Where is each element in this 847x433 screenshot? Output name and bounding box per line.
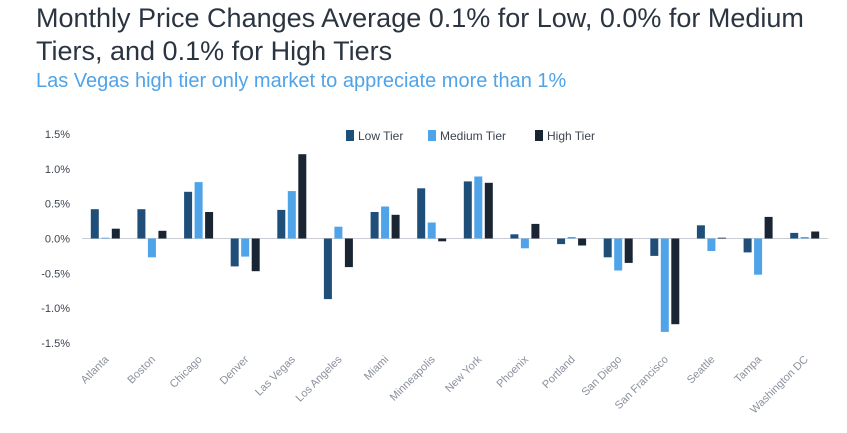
legend-swatch: [428, 130, 436, 141]
bar-medium-tier: [520, 238, 529, 249]
bar-medium-tier: [660, 238, 669, 332]
y-tick-label: 1.0%: [45, 164, 70, 176]
x-tick-label: San Diego: [579, 354, 624, 399]
y-tick-label: 1.5%: [45, 129, 70, 141]
x-tick-label: Las Vegas: [253, 353, 298, 398]
bar-low-tier: [230, 238, 239, 267]
y-axis: 1.5% 1.0% 0.5% 0.0% -0.5% -1.0% -1.5%: [41, 129, 70, 350]
x-tick-label: Boston: [125, 354, 158, 387]
legend: Low Tier Medium Tier High Tier: [346, 129, 595, 143]
bar-high-tier: [764, 216, 773, 239]
x-tick-label: Seattle: [685, 354, 718, 387]
x-tick-label: Denver: [218, 353, 252, 387]
y-tick-label: -0.5%: [41, 268, 70, 280]
bar-low-tier: [603, 238, 612, 258]
bar-low-tier: [137, 209, 146, 239]
bar-low-tier: [370, 212, 379, 239]
bar-low-tier: [650, 238, 659, 256]
y-tick-label: -1.5%: [41, 338, 70, 350]
bar-high-tier: [717, 237, 726, 239]
y-tick-label: 0.0%: [45, 234, 70, 246]
chart-subtitle: Las Vegas high tier only market to appre…: [36, 70, 567, 92]
bar-low-tier: [90, 209, 99, 239]
bar-low-tier: [323, 238, 332, 300]
x-tick-label: Tampa: [732, 353, 764, 385]
bar-low-tier: [184, 191, 193, 239]
bar-low-tier: [417, 188, 426, 239]
bar-high-tier: [344, 238, 353, 268]
bar-high-tier: [251, 238, 260, 272]
bar-high-tier: [298, 154, 307, 239]
legend-label: Medium Tier: [440, 129, 506, 143]
bars: [90, 154, 820, 332]
bar-high-tier: [531, 223, 540, 239]
bar-high-tier: [578, 238, 587, 246]
bar-high-tier: [484, 182, 493, 239]
bar-medium-tier: [567, 237, 576, 239]
bar-low-tier: [463, 181, 472, 239]
legend-label: High Tier: [547, 129, 595, 143]
bar-medium-tier: [474, 176, 483, 239]
bar-medium-tier: [614, 238, 623, 271]
bar-medium-tier: [287, 191, 296, 239]
x-tick-label: Miami: [362, 354, 391, 383]
legend-label: Low Tier: [358, 129, 403, 143]
bar-low-tier: [277, 209, 286, 239]
bar-medium-tier: [334, 226, 343, 239]
bar-low-tier: [790, 232, 799, 239]
x-tick-label: Los Angeles: [294, 353, 345, 404]
bar-low-tier: [743, 238, 752, 253]
legend-swatch: [346, 130, 354, 141]
bar-medium-tier: [194, 182, 203, 239]
bar-high-tier: [624, 238, 633, 263]
legend-swatch: [535, 130, 543, 141]
bar-medium-tier: [147, 238, 156, 258]
bar-high-tier: [811, 231, 820, 239]
bar-medium-tier: [707, 238, 716, 251]
y-tick-label: 0.5%: [45, 199, 70, 211]
bar-low-tier: [510, 234, 519, 239]
x-tick-label: Atlanta: [79, 353, 112, 386]
bar-medium-tier: [241, 238, 250, 257]
x-tick-label: Portland: [540, 354, 577, 391]
bar-high-tier: [205, 212, 214, 239]
bar-medium-tier: [754, 238, 763, 275]
x-tick-label: Minneapolis: [388, 353, 438, 403]
bar-medium-tier: [101, 237, 110, 239]
bar-low-tier: [696, 225, 705, 239]
x-tick-label: Chicago: [168, 354, 205, 391]
bar-high-tier: [158, 230, 167, 239]
bar-medium-tier: [800, 237, 809, 239]
y-tick-label: -1.0%: [41, 303, 70, 315]
x-tick-label: Phoenix: [494, 353, 531, 390]
x-tick-label: New York: [443, 353, 485, 395]
bar-high-tier: [671, 238, 680, 325]
bar-medium-tier: [427, 222, 436, 239]
chart-title: Monthly Price Changes Average 0.1% for L…: [36, 3, 804, 66]
bar-high-tier: [111, 228, 120, 239]
bar-medium-tier: [381, 206, 390, 239]
bar-high-tier: [438, 238, 447, 242]
bar-low-tier: [557, 238, 566, 245]
bar-high-tier: [391, 214, 400, 239]
